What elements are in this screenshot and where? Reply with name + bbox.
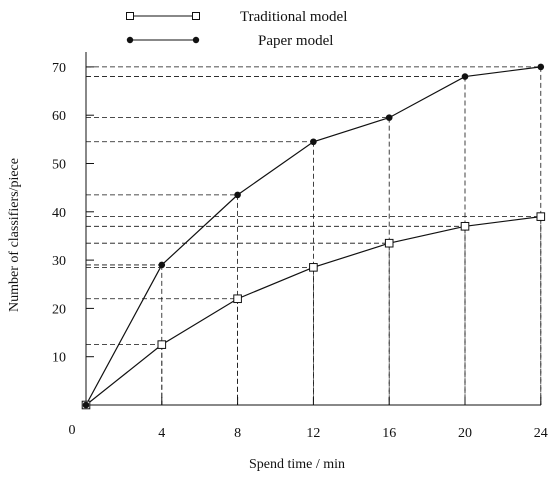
data-point-traditional-model	[536, 212, 546, 221]
legend-marker-paper-end	[192, 36, 200, 44]
y-tick-label: 20	[52, 302, 66, 317]
y-tick-label: 10	[52, 351, 66, 366]
legend-marker-paper-start	[126, 36, 134, 44]
y-tick-label: 30	[52, 254, 66, 269]
data-point-traditional-model	[157, 340, 167, 349]
x-tick-label: 16	[382, 426, 396, 441]
series-layer	[81, 63, 546, 410]
data-point-traditional-model	[460, 221, 470, 231]
data-point-traditional-model	[384, 238, 394, 248]
legend-marker-traditional-end	[192, 12, 200, 20]
y-tick-label: 70	[52, 61, 66, 76]
legend-marker-traditional-start	[126, 12, 134, 20]
x-tick-label: 12	[306, 426, 320, 441]
data-point-paper-model	[461, 73, 469, 80]
guide-lines	[86, 66, 542, 405]
x-tick-label: 4	[158, 426, 165, 441]
data-point-paper-model	[82, 401, 90, 409]
x-tick-label: 8	[234, 426, 241, 441]
data-point-paper-model	[537, 63, 545, 71]
data-point-paper-model	[234, 191, 241, 199]
data-point-paper-model	[158, 261, 166, 269]
y-tick-label: 50	[52, 158, 66, 173]
data-point-traditional-model	[233, 294, 242, 304]
axes	[85, 52, 542, 406]
origin-label: 0	[69, 423, 76, 438]
data-point-paper-model	[385, 114, 393, 121]
legend-label-paper-model: Paper model	[258, 33, 333, 49]
y-axis-label: Number of classifiers/piece	[7, 158, 22, 312]
x-axis-label: Spend time / min	[249, 457, 345, 472]
data-point-paper-model	[310, 138, 317, 146]
x-tick-label: 20	[458, 426, 472, 441]
legend-label-traditional-model: Traditional model	[240, 9, 347, 25]
y-tick-label: 40	[52, 206, 66, 221]
legend: Traditional model Paper model	[126, 9, 347, 49]
data-point-traditional-model	[309, 263, 318, 272]
x-tick-label: 24	[534, 426, 548, 441]
y-tick-label: 60	[52, 109, 66, 124]
tick-labels: 10 20 30 40 50 60 70 4 8 12 16 20 24 0	[52, 61, 548, 441]
